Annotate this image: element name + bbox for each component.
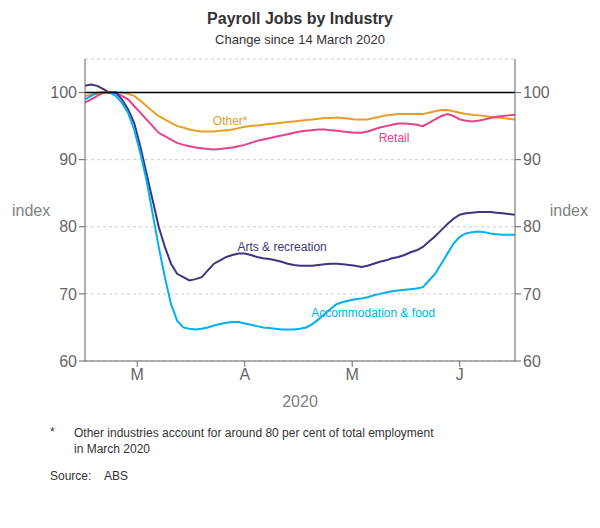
svg-text:70: 70 (59, 286, 77, 303)
svg-text:60: 60 (523, 353, 541, 370)
svg-text:80: 80 (523, 218, 541, 235)
svg-text:A: A (239, 366, 250, 383)
svg-text:J: J (456, 366, 464, 383)
html-text:Other industries account for a: Other industries account for around 80 p… (74, 426, 434, 456)
svg-text:70: 70 (523, 286, 541, 303)
html-text:Change since 14 March 2020: Change since 14 March 2020 (215, 32, 385, 47)
svg-text:60: 60 (59, 353, 77, 370)
svg-text:80: 80 (59, 218, 77, 235)
svg-text:Accommodation & food: Accommodation & food (311, 306, 435, 320)
svg-text:M: M (346, 366, 359, 383)
html-text:Payroll Jobs by Industry: Payroll Jobs by Industry (207, 10, 393, 27)
svg-text:90: 90 (523, 151, 541, 168)
svg-text:index: index (12, 202, 50, 219)
svg-text:100: 100 (523, 84, 550, 101)
svg-text:Other*: Other* (213, 114, 248, 128)
svg-text:Arts & recreation: Arts & recreation (237, 240, 326, 254)
svg-text:2020: 2020 (282, 393, 318, 410)
svg-text:100: 100 (50, 84, 77, 101)
html-text:Source: ABS: Source: ABS (50, 469, 128, 483)
svg-text:Retail: Retail (379, 131, 410, 145)
svg-text:90: 90 (59, 151, 77, 168)
svg-text:M: M (131, 366, 144, 383)
svg-text:index: index (550, 202, 588, 219)
